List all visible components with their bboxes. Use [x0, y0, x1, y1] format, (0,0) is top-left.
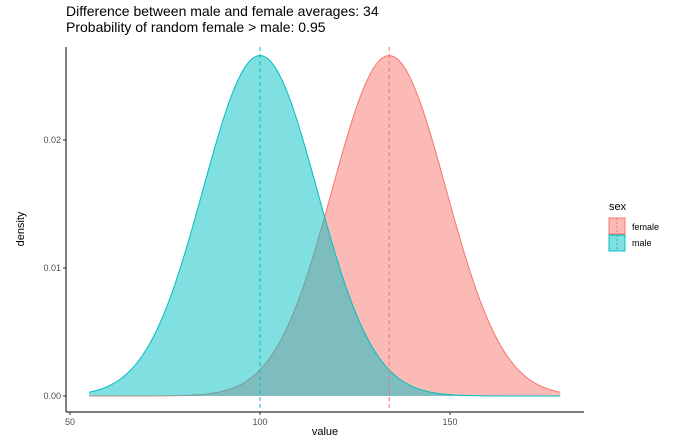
legend-label-female: female [632, 222, 659, 232]
legend-label-male: male [632, 238, 652, 248]
x-tick-label: 50 [65, 417, 75, 427]
y-axis-title: density [15, 211, 27, 246]
x-axis-title: value [312, 426, 338, 438]
chart-subtitle: Probability of random female > male: 0.9… [66, 19, 326, 35]
plot-area [88, 47, 561, 412]
y-tick-label: 0.02 [43, 135, 61, 145]
legend: sex female male [608, 201, 659, 252]
legend-title: sex [609, 201, 627, 213]
density-line-male [88, 55, 561, 397]
chart-title: Difference between male and female avera… [66, 3, 379, 19]
y-tick-label: 0.00 [43, 391, 61, 401]
x-tick-label: 100 [252, 417, 267, 427]
x-tick-label: 150 [442, 417, 457, 427]
density-area-male [89, 55, 561, 396]
y-tick-label: 0.01 [43, 263, 61, 273]
